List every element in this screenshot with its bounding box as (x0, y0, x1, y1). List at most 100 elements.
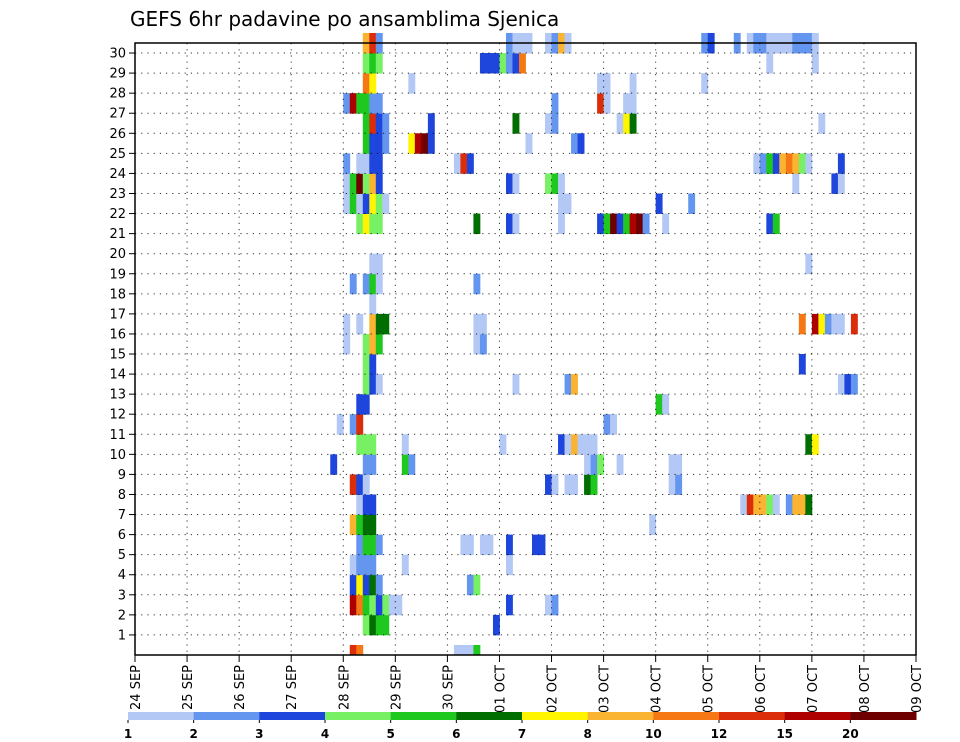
precip-cell (375, 273, 383, 295)
precip-cell (375, 53, 383, 74)
y-tick-label: 12 (109, 408, 126, 423)
precip-cell (603, 213, 611, 235)
precip-cell (362, 434, 370, 455)
precip-cell (343, 333, 351, 355)
precip-cell (349, 514, 357, 536)
precip-cell (369, 213, 377, 235)
precip-cell (369, 293, 377, 315)
precip-cell (356, 93, 364, 114)
precip-cell (356, 574, 364, 596)
precip-cell (564, 434, 572, 455)
precip-cell (369, 313, 377, 335)
precip-cell (362, 554, 370, 576)
precip-cell (603, 414, 611, 435)
x-tick-label: 04 OCT (650, 665, 665, 713)
precip-cell (610, 414, 618, 435)
precip-cell (362, 374, 370, 395)
precip-cell (590, 434, 598, 455)
precip-cell (479, 534, 487, 556)
precip-cell (805, 153, 813, 174)
precip-cell (772, 213, 780, 235)
precip-cell (349, 574, 357, 596)
precip-cell (466, 534, 474, 556)
precip-cell (349, 474, 357, 495)
precip-cell (369, 53, 377, 74)
precip-cell (564, 193, 572, 214)
precip-cell (571, 474, 578, 495)
precip-cell (811, 434, 819, 455)
precip-cell (766, 153, 774, 174)
chart-title: GEFS 6hr padavine po ansamblima Sjenica (130, 7, 559, 31)
legend-swatch (128, 712, 195, 720)
precip-cell (571, 374, 578, 395)
precip-cell (362, 394, 370, 415)
precip-cell (837, 173, 845, 194)
precip-cell (375, 614, 383, 636)
precip-cell (362, 474, 370, 495)
precip-cell (551, 173, 559, 194)
precip-cell (779, 153, 787, 174)
x-tick-label: 25 SEP (181, 665, 196, 710)
y-tick-label: 8 (118, 488, 126, 503)
legend-swatch (456, 712, 523, 720)
precip-cell (675, 474, 683, 495)
y-tick-label: 1 (118, 628, 126, 643)
y-tick-label: 20 (109, 247, 126, 262)
precip-cell (356, 173, 364, 194)
precip-cell (616, 213, 624, 235)
precip-cell (460, 644, 468, 655)
precip-cell (792, 153, 800, 174)
precip-cell (349, 644, 357, 655)
precip-cell (375, 534, 383, 556)
precip-cell (343, 153, 351, 174)
precip-cell (564, 374, 572, 395)
precip-cell (375, 333, 383, 355)
y-tick-label: 3 (118, 588, 126, 603)
x-tick-label: 26 SEP (233, 665, 248, 710)
y-tick-label: 25 (109, 147, 126, 162)
precip-cell (662, 213, 670, 235)
precip-cell (382, 193, 390, 214)
precip-cell (356, 554, 364, 576)
precip-cell (518, 53, 526, 74)
precip-cell (785, 153, 793, 174)
precip-cell (545, 173, 552, 194)
precip-cell (505, 594, 513, 616)
precip-cell (473, 313, 481, 335)
precip-cell (401, 454, 409, 475)
precip-cell (375, 133, 383, 154)
precip-cell (629, 93, 637, 114)
precip-cell (460, 153, 468, 174)
precip-cell (759, 153, 767, 174)
legend-swatch (259, 712, 326, 720)
legend-swatch (522, 712, 589, 720)
y-tick-label: 14 (109, 368, 126, 383)
precip-cell (616, 113, 624, 134)
precip-cell (362, 514, 370, 536)
precip-cell (330, 454, 338, 475)
precip-cell (369, 454, 377, 475)
precip-cell (558, 173, 565, 194)
precip-cell (525, 133, 533, 154)
precip-cell (473, 333, 481, 355)
precip-cell (668, 454, 676, 475)
precip-cell (837, 313, 845, 335)
precip-cell (623, 93, 631, 114)
precip-cell (356, 534, 364, 556)
precip-cell (805, 253, 813, 275)
precip-cell (356, 394, 364, 415)
precip-cell (655, 193, 663, 214)
precip-cell (486, 534, 494, 556)
precip-cell (362, 53, 370, 74)
precip-cell (395, 594, 403, 616)
precip-cell (382, 133, 390, 154)
precip-cell (512, 213, 520, 235)
precip-cell (831, 313, 839, 335)
precip-cell (408, 133, 416, 154)
legend-label: 3 (255, 727, 263, 741)
precip-cell (356, 474, 364, 495)
y-tick-label: 2 (118, 608, 126, 623)
precip-cell (551, 93, 559, 114)
precip-cell (375, 93, 383, 114)
precip-cell (545, 113, 552, 134)
